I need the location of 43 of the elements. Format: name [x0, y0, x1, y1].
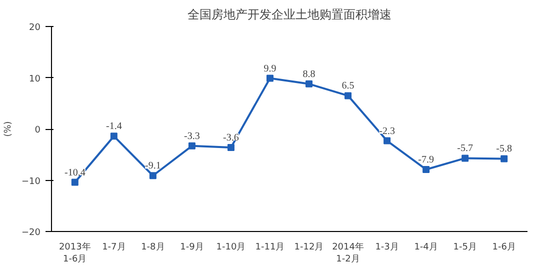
point: [149, 172, 156, 180]
chart-title: 全国房地产开发企业土地购置面积增速: [188, 8, 392, 22]
data-label: -5.7: [457, 143, 473, 154]
y-tick-label: 10: [29, 74, 41, 84]
data-label: -10.4: [64, 167, 86, 178]
x-tick-label: 1-3月: [375, 242, 399, 252]
point: [384, 137, 391, 144]
x-tick-label: 1-6月: [492, 242, 516, 252]
data-label: -3.6: [223, 132, 239, 144]
x-tick-label: 2013年 1-6月: [58, 242, 91, 264]
x-tick-label: 1-8月: [141, 242, 165, 252]
x-tick-label: 1-5月: [453, 242, 477, 252]
data-label: -3.3: [184, 130, 200, 142]
x-tick-label: 1-10月: [216, 242, 246, 252]
x-tick-label: 1-4月: [414, 242, 438, 252]
point: [110, 132, 118, 140]
y-tick-label: −20: [22, 228, 41, 238]
y-tick-label: 0: [34, 126, 41, 136]
y-axis-title: (%): [4, 121, 14, 137]
point: [266, 74, 274, 82]
x-tick-label: 1-9月: [180, 242, 204, 252]
data-label: -7.9: [418, 154, 434, 166]
x-tick-label: 1-7月: [102, 242, 126, 252]
point: [227, 144, 234, 151]
x-tick-label: 1-11月: [255, 242, 285, 252]
point: [188, 142, 196, 150]
point: [500, 155, 508, 162]
point: [462, 154, 469, 162]
point: [344, 92, 352, 100]
data-label: 6.5: [342, 80, 354, 92]
data-label: -1.4: [106, 121, 122, 132]
data-label: 8.8: [302, 68, 316, 80]
y-tick-label: −10: [22, 176, 41, 187]
x-tick-label: 2014年 1-2月: [332, 242, 364, 264]
data-label: -5.8: [496, 144, 512, 155]
point: [71, 178, 78, 186]
y-tick-label: 20: [29, 23, 41, 33]
data-label: -9.1: [145, 160, 161, 172]
x-tick-label: 1-12月: [294, 242, 324, 252]
point: [422, 166, 430, 173]
point: [306, 80, 313, 88]
data-label: 9.9: [264, 63, 276, 74]
data-label: -2.3: [379, 126, 395, 137]
